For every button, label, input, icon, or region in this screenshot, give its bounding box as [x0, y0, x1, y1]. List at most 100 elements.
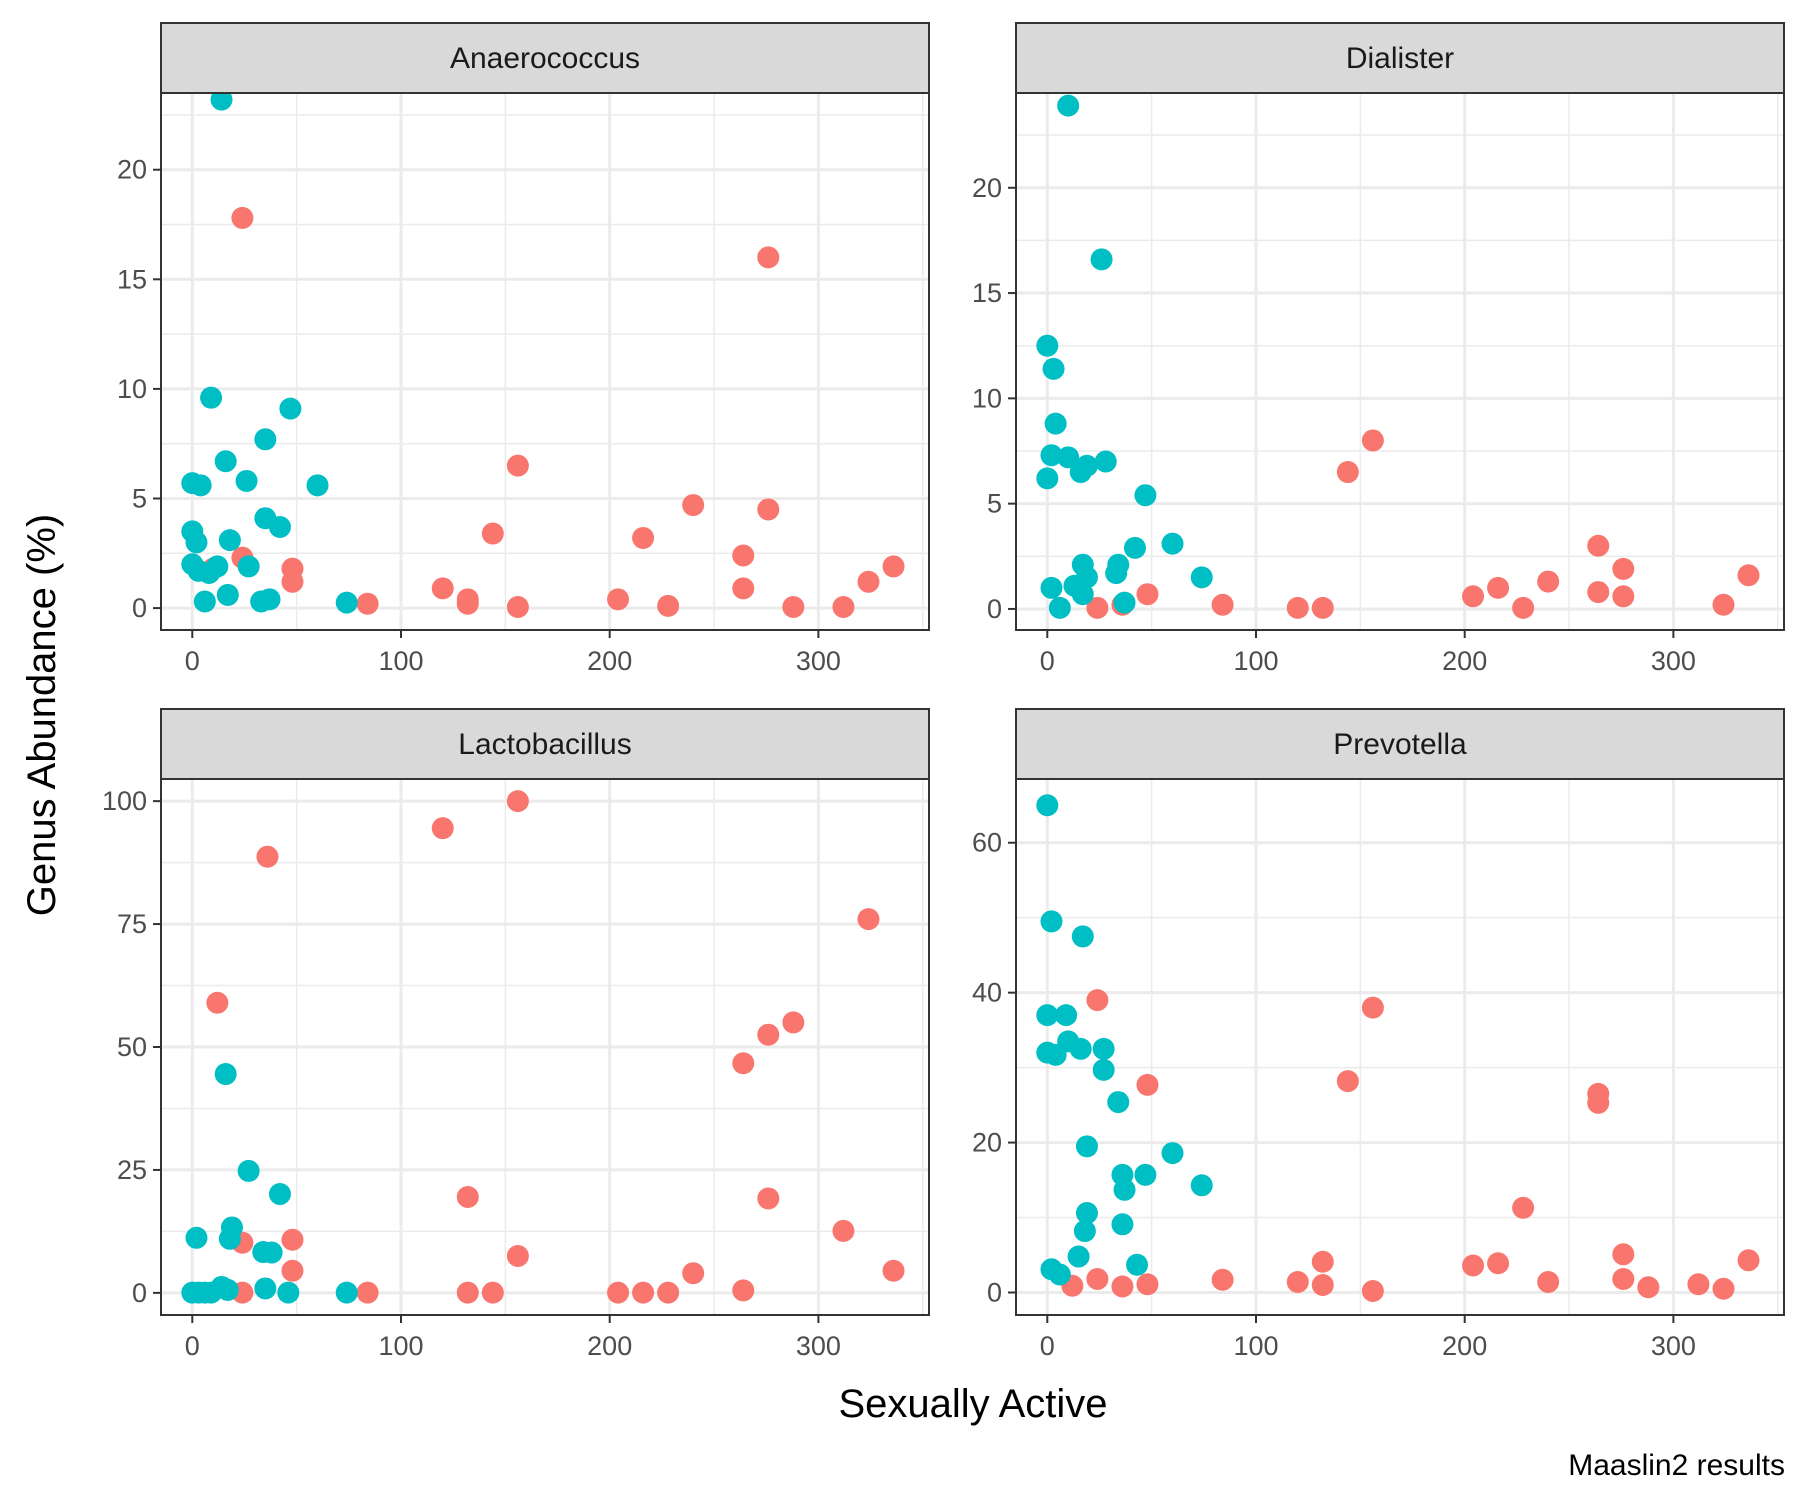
x-tick-label: 200 [1442, 646, 1487, 676]
data-point-series-0 [832, 595, 855, 618]
data-point-series-1 [254, 428, 277, 451]
data-point-series-1 [1075, 1202, 1098, 1225]
data-point-series-0 [1537, 570, 1560, 593]
x-tick-label: 0 [185, 646, 200, 676]
data-point-series-0 [1136, 1273, 1159, 1296]
data-point-series-0 [857, 570, 880, 593]
y-tick-label: 0 [987, 1278, 1002, 1308]
facet-panel-2: Lactobacillus 0 100 200 300 0 25 50 75 100 [102, 708, 930, 1361]
data-point-series-0 [682, 1262, 705, 1285]
facet-strip [1015, 708, 1785, 780]
y-tick-label: 0 [132, 1278, 147, 1308]
data-point-series-0 [782, 1011, 805, 1034]
data-point-series-0 [456, 592, 479, 615]
data-point-series-0 [506, 454, 529, 477]
data-point-series-1 [1040, 444, 1063, 467]
data-point-series-1 [1161, 1142, 1184, 1165]
data-point-series-1 [1069, 461, 1092, 484]
data-point-series-0 [1286, 1271, 1309, 1294]
data-point-series-1 [1036, 334, 1059, 357]
data-point-series-0 [506, 595, 529, 618]
data-point-series-0 [1512, 1196, 1535, 1219]
data-point-series-1 [1069, 1037, 1092, 1060]
data-point-series-1 [277, 1281, 300, 1304]
x-tick-label: 300 [796, 1331, 841, 1361]
data-point-series-0 [1336, 461, 1359, 484]
data-point-series-0 [481, 1281, 504, 1304]
x-tick-label: 300 [796, 646, 841, 676]
data-point-series-0 [356, 1281, 379, 1304]
data-point-series-0 [281, 1228, 304, 1251]
data-point-series-0 [1086, 1268, 1109, 1291]
data-point-series-0 [1086, 989, 1109, 1012]
data-point-series-1 [200, 386, 223, 409]
data-point-series-0 [732, 544, 755, 567]
data-point-series-0 [632, 1281, 655, 1304]
data-point-series-0 [682, 494, 705, 517]
data-point-series-1 [1134, 484, 1157, 507]
data-point-series-0 [281, 1259, 304, 1282]
data-point-series-1 [1071, 925, 1094, 948]
x-axis-title: Sexually Active [838, 1382, 1107, 1426]
x-tick-label: 200 [587, 646, 632, 676]
data-point-series-0 [757, 1023, 780, 1046]
y-tick-label: 20 [117, 155, 147, 185]
x-tick-label: 200 [1442, 1331, 1487, 1361]
facet-panel-1: Dialister 0 100 200 300 0 5 10 15 20 [972, 22, 1785, 676]
y-tick-label: 15 [117, 264, 147, 294]
data-point-series-1 [210, 88, 233, 111]
data-point-series-0 [506, 1244, 529, 1267]
data-point-series-0 [657, 594, 680, 617]
y-tick-label: 15 [972, 278, 1002, 308]
data-point-series-1 [214, 450, 237, 473]
data-point-series-1 [1073, 1220, 1096, 1243]
x-tick-label: 100 [378, 1331, 423, 1361]
panel-background [1016, 93, 1784, 630]
data-point-series-1 [1190, 566, 1213, 589]
y-tick-label: 20 [972, 1128, 1002, 1158]
y-tick-label: 100 [102, 786, 147, 816]
data-point-series-0 [231, 206, 254, 229]
data-point-series-1 [1090, 248, 1113, 271]
facet-panel-0: Anaerococcus 0 100 200 300 0 5 10 15 20 [117, 22, 930, 676]
data-point-series-1 [193, 590, 216, 613]
data-point-series-0 [506, 790, 529, 813]
data-point-series-1 [1040, 910, 1063, 933]
data-point-series-0 [456, 1185, 479, 1208]
panel-background [161, 93, 929, 630]
data-point-series-1 [1092, 1037, 1115, 1060]
data-point-series-1 [1071, 583, 1094, 606]
data-point-series-1 [258, 588, 281, 611]
data-point-series-1 [1113, 591, 1136, 614]
data-point-series-0 [1311, 1250, 1334, 1273]
data-point-series-0 [732, 1052, 755, 1075]
data-point-series-1 [189, 474, 212, 497]
data-point-series-0 [757, 498, 780, 521]
data-point-series-0 [632, 526, 655, 549]
data-point-series-0 [1612, 1268, 1635, 1291]
data-point-series-1 [1123, 536, 1146, 559]
data-point-series-1 [216, 1278, 239, 1301]
y-tick-label: 5 [132, 483, 147, 513]
facet-strip [160, 22, 930, 94]
data-point-series-1 [1161, 532, 1184, 555]
data-point-series-1 [1048, 596, 1071, 619]
data-point-series-0 [1537, 1271, 1560, 1294]
data-point-series-1 [306, 474, 329, 497]
data-point-series-0 [882, 1259, 905, 1282]
data-point-series-0 [481, 522, 504, 545]
data-point-series-1 [218, 1227, 241, 1250]
data-point-series-0 [1286, 596, 1309, 619]
data-point-series-0 [1687, 1273, 1710, 1296]
data-point-series-0 [1211, 593, 1234, 616]
data-point-series-1 [335, 591, 358, 614]
y-tick-label: 5 [987, 489, 1002, 519]
data-point-series-0 [1136, 1073, 1159, 1096]
x-tick-label: 100 [378, 646, 423, 676]
data-point-series-1 [1134, 1163, 1157, 1186]
data-point-series-1 [206, 555, 229, 578]
y-tick-label: 10 [117, 374, 147, 404]
data-point-series-0 [882, 555, 905, 578]
data-point-series-0 [431, 577, 454, 600]
